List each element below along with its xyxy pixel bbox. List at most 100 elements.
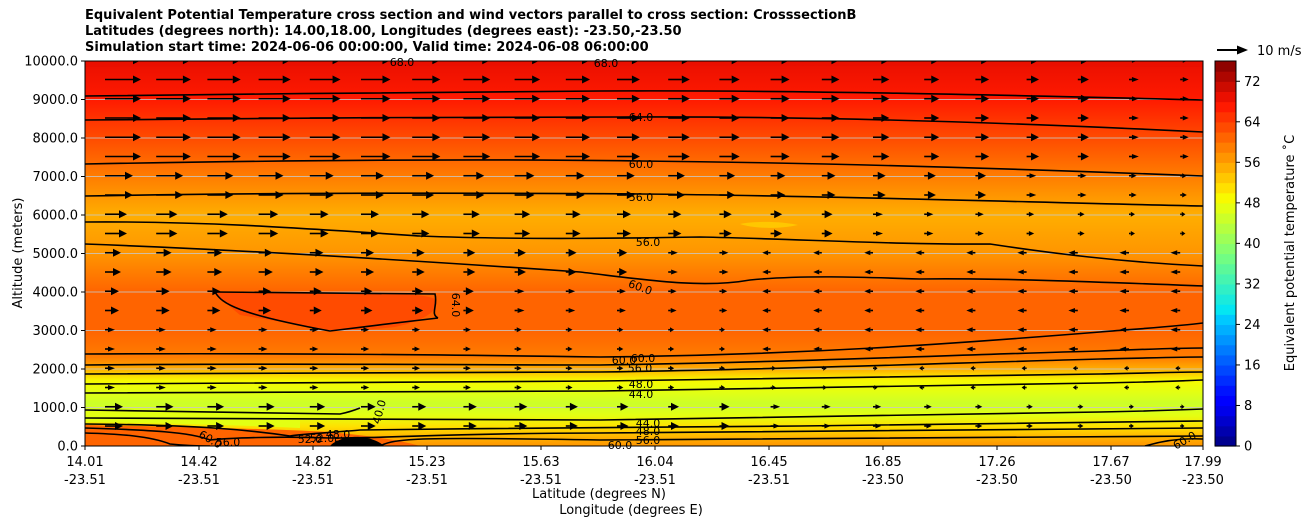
x-axis: 14.01 -23.51 14.42 -23.51 14.82 -23.51 15.23 -2… bbox=[64, 446, 1224, 488]
wind-vector-140 bbox=[207, 306, 221, 315]
wind-vector-313 bbox=[821, 171, 836, 180]
contour-label-23: 56.0 bbox=[216, 436, 241, 449]
wind-vector-head-30 bbox=[468, 402, 477, 411]
wind-vector-286 bbox=[617, 191, 635, 199]
contour-line-6 bbox=[214, 291, 439, 319]
wind-vector-head-189 bbox=[366, 268, 375, 276]
wind-vector-head-64 bbox=[1021, 385, 1026, 390]
wind-vector-head-33 bbox=[620, 402, 629, 411]
wind-vector-266 bbox=[770, 210, 783, 219]
wind-vector-head-130 bbox=[864, 327, 871, 333]
colorbar-segment-24 bbox=[1215, 192, 1236, 204]
wind-vector-337 bbox=[873, 152, 890, 161]
colorbar-segment-28 bbox=[1215, 152, 1236, 163]
wind-vector-366 bbox=[1180, 134, 1189, 140]
wind-vector-4 bbox=[309, 422, 326, 430]
wind-vector-285 bbox=[565, 191, 585, 199]
wind-vector-head-400 bbox=[582, 94, 591, 103]
wind-vector-213 bbox=[412, 248, 425, 257]
wind-vector-head-31 bbox=[519, 402, 528, 411]
wind-vector-head-243 bbox=[774, 229, 783, 238]
contour-line-13 bbox=[85, 407, 361, 415]
wind-vector-324 bbox=[207, 152, 241, 161]
contour-label-19: 52.0 bbox=[334, 436, 359, 449]
wind-vector-head-223 bbox=[915, 250, 922, 256]
colorbar-segment-7 bbox=[1215, 364, 1236, 376]
contour-label-2: 64.0 bbox=[629, 111, 654, 124]
wind-vector-head-167 bbox=[415, 287, 424, 296]
wind-vector-181 bbox=[1119, 288, 1129, 294]
wind-vector-395 bbox=[309, 94, 341, 103]
contour-label-3: 60.0 bbox=[629, 158, 654, 171]
wind-vector-head-164 bbox=[263, 287, 272, 296]
wind-vector-152 bbox=[813, 308, 822, 313]
contour-label-5: 56.0 bbox=[636, 236, 661, 249]
wind-vector-407 bbox=[924, 94, 940, 103]
wind-vector-185 bbox=[156, 268, 172, 276]
wind-vector-head-255 bbox=[219, 210, 228, 219]
wind-vector-head-406 bbox=[881, 94, 890, 103]
wind-vector-head-145 bbox=[465, 306, 474, 315]
wind-vector-314 bbox=[873, 171, 886, 180]
wind-vector-head-32 bbox=[569, 402, 578, 411]
contour-line-0 bbox=[85, 90, 1203, 101]
wind-vector-264 bbox=[668, 210, 682, 219]
wind-vector-198 bbox=[813, 269, 822, 275]
wind-vector-13 bbox=[770, 423, 781, 429]
wind-vector-head-84 bbox=[874, 365, 878, 371]
wind-vector-head-42 bbox=[1079, 404, 1084, 410]
wind-vector-head-138 bbox=[111, 306, 119, 315]
wind-vector-head-322 bbox=[133, 152, 141, 161]
wind-vector-head-346 bbox=[182, 133, 191, 142]
wind-vector-head-195 bbox=[671, 269, 678, 275]
wind-vector-head-175 bbox=[813, 288, 820, 294]
wind-vector-head-168 bbox=[465, 287, 474, 296]
wind-vector-head-11 bbox=[671, 422, 679, 430]
wind-vector-271 bbox=[1026, 211, 1035, 217]
wind-vector-head-210 bbox=[264, 248, 273, 257]
wind-vector-107 bbox=[864, 346, 873, 352]
x-tick-lon-4: -23.51 bbox=[520, 473, 562, 488]
wind-vector-head-159 bbox=[1170, 308, 1178, 313]
colorbar-segment-31 bbox=[1215, 121, 1236, 133]
x-tick-lon-1: -23.51 bbox=[178, 473, 220, 488]
wind-vector-421 bbox=[463, 75, 491, 84]
wind-vector-30 bbox=[463, 402, 477, 411]
colorbar-segment-14 bbox=[1215, 294, 1236, 305]
contour-line-9 bbox=[85, 347, 1203, 366]
wind-vector-head-218 bbox=[671, 250, 678, 256]
wind-vector-head-144 bbox=[415, 306, 424, 315]
wind-vector-173 bbox=[719, 288, 728, 294]
wind-vector-head-158 bbox=[1119, 308, 1127, 313]
wind-vector-head-140 bbox=[212, 306, 221, 315]
wind-vector-122 bbox=[463, 327, 471, 333]
colorbar-segment-20 bbox=[1215, 233, 1236, 244]
wind-vector-446 bbox=[565, 61, 589, 65]
wind-vector-head-363 bbox=[1031, 133, 1040, 142]
wind-vector-150 bbox=[719, 308, 728, 313]
wind-vector-361 bbox=[924, 133, 940, 142]
wind-vector-358 bbox=[770, 133, 790, 142]
wind-vector-head-293 bbox=[978, 191, 987, 199]
wind-vector-396 bbox=[361, 94, 391, 103]
warm-band-top bbox=[85, 61, 1203, 67]
wind-vector-135 bbox=[1119, 327, 1129, 333]
wind-vector-head-65 bbox=[1072, 385, 1077, 390]
wind-vector-head-100 bbox=[516, 346, 522, 352]
wind-vector-head-399 bbox=[532, 94, 541, 103]
wind-vector-376 bbox=[514, 114, 541, 122]
wind-vector-head-228 bbox=[1170, 250, 1178, 256]
wind-vector-6 bbox=[412, 422, 427, 430]
wind-vector-head-251 bbox=[1181, 231, 1186, 236]
wind-vector-400 bbox=[565, 94, 591, 103]
colorbar-segment-0 bbox=[1215, 435, 1236, 447]
contour-label-9: 60.0 bbox=[631, 352, 656, 365]
wind-vector-69 bbox=[105, 365, 115, 371]
wind-vector-371 bbox=[258, 114, 291, 122]
wind-vector-191 bbox=[463, 268, 476, 276]
wind-vector-353 bbox=[514, 133, 541, 142]
wind-vector-head-104 bbox=[721, 346, 726, 352]
wind-vector-head-369 bbox=[182, 114, 191, 122]
wind-vector-head-41 bbox=[1028, 404, 1033, 410]
wind-vector-head-374 bbox=[432, 114, 441, 122]
